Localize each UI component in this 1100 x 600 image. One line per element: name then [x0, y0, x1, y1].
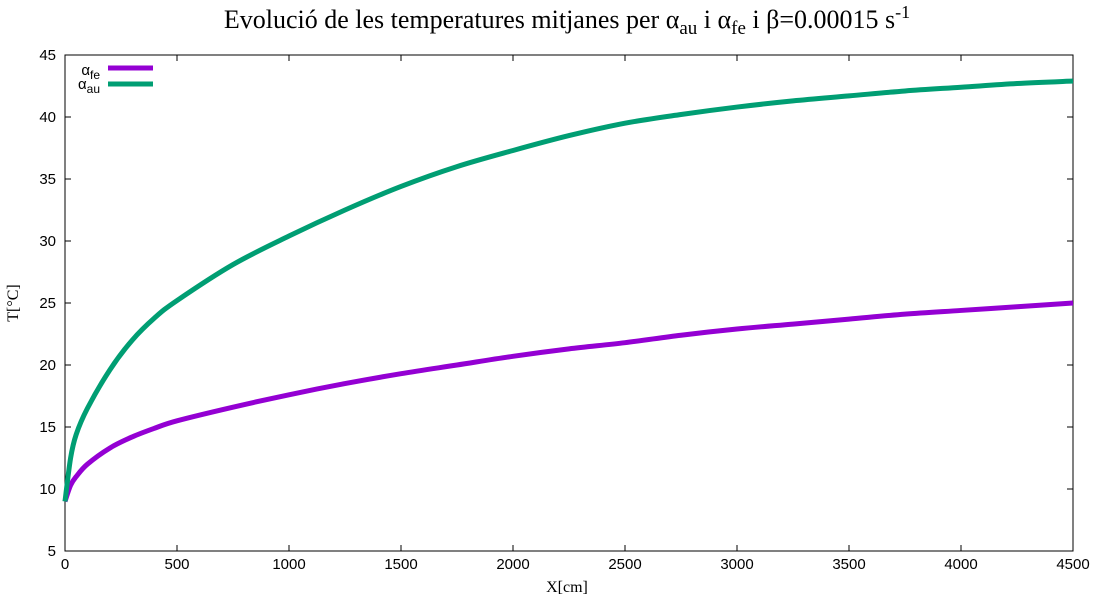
- y-tick-label: 5: [48, 543, 56, 560]
- x-tick-label: 4500: [1056, 556, 1089, 573]
- series-line-au: [62, 78, 1074, 502]
- x-tick-label: 0: [61, 556, 69, 573]
- y-axis-label: T[°C]: [5, 284, 22, 322]
- legend-sub-au: au: [87, 82, 100, 96]
- title-connector-1: i: [697, 5, 717, 34]
- x-tick-label: 3500: [832, 556, 865, 573]
- legend-symbol-fe: α: [81, 62, 90, 79]
- y-tick-label: 10: [39, 481, 56, 498]
- x-axis-label: X[cm]: [546, 579, 588, 596]
- chart-title: Evolució de les temperatures mitjanes pe…: [224, 2, 910, 39]
- ticks-group: 0 500 1000 1500 2000 2500 3000 3500 4000 4500 5 10 1…: [39, 47, 1089, 573]
- title-alpha-fe: α: [718, 5, 732, 34]
- y-tick-label: 40: [39, 109, 56, 126]
- title-superscript: -1: [895, 2, 910, 22]
- x-tick-label: 500: [164, 556, 189, 573]
- legend-sub-fe: fe: [90, 68, 100, 82]
- title-sub-fe: fe: [731, 18, 746, 39]
- y-tick-label: 15: [39, 419, 56, 436]
- plot-frame: [64, 54, 1074, 552]
- y-tick-label: 25: [39, 295, 56, 312]
- x-tick-label: 3000: [720, 556, 753, 573]
- legend-label-fe: αfe: [81, 62, 100, 82]
- x-tick-label: 2000: [496, 556, 529, 573]
- series-line-fe: [62, 300, 1074, 503]
- series-group: [62, 78, 1074, 503]
- x-tick-label: 2500: [608, 556, 641, 573]
- legend-symbol-au: α: [78, 76, 87, 93]
- title-prefix: Evolució de les temperatures mitjanes pe…: [224, 5, 666, 34]
- y-tick-label: 30: [39, 233, 56, 250]
- title-connector-2: i β=0.00015 s: [746, 5, 895, 34]
- legend: αfe αau: [78, 62, 153, 96]
- legend-label-au: αau: [78, 76, 100, 96]
- title-sub-au: au: [679, 18, 697, 39]
- y-tick-label: 45: [39, 47, 56, 64]
- title-alpha-au: α: [666, 5, 680, 34]
- y-tick-label: 35: [39, 171, 56, 188]
- y-tick-label: 20: [39, 357, 56, 374]
- x-tick-label: 1000: [272, 556, 305, 573]
- x-tick-label: 1500: [384, 556, 417, 573]
- x-tick-label: 4000: [944, 556, 977, 573]
